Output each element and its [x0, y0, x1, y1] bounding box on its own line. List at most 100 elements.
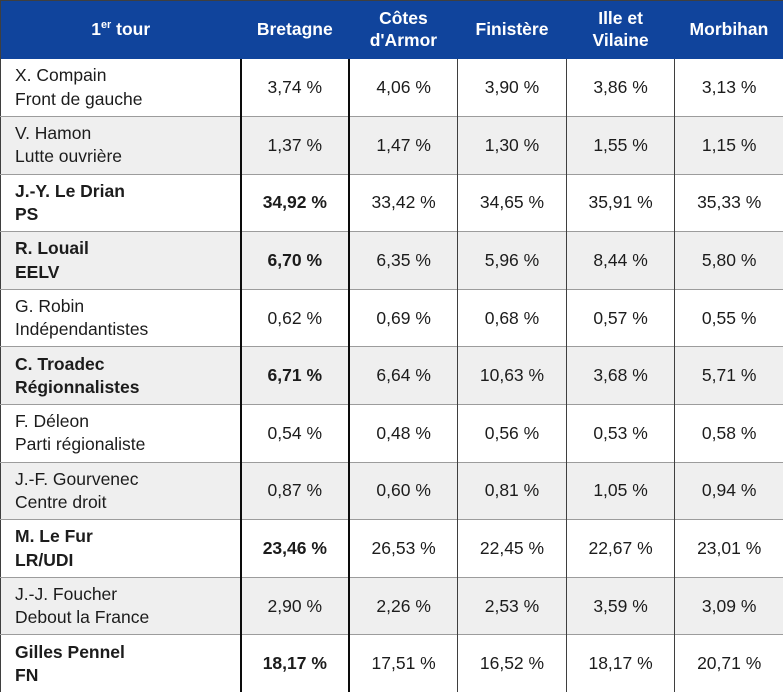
value-cell: 16,52 % — [457, 634, 567, 692]
table-row: C. Troadec Régionnalistes 6,71 % 6,64 % … — [0, 346, 783, 405]
candidate-party: FN — [15, 664, 39, 685]
candidate-cell: M. Le Fur LR/UDI — [0, 519, 241, 578]
candidate-name: R. Louail — [15, 238, 89, 259]
value-cell: 26,53 % — [348, 519, 458, 578]
table-row: J.-J. Foucher Debout la France 2,90 % 2,… — [0, 576, 783, 635]
table-row: R. Louail EELV 6,70 % 6,35 % 5,96 % 8,44… — [0, 231, 783, 290]
value-cell: 18,17 % — [565, 634, 675, 692]
value-cell: 17,51 % — [348, 634, 458, 692]
candidate-name: J.-Y. Le Drian — [15, 180, 125, 201]
candidate-cell: J.-J. Foucher Debout la France — [0, 576, 241, 635]
value-cell: 3,09 % — [674, 576, 783, 635]
value-cell: 5,80 % — [674, 231, 783, 290]
value-cell: 3,13 % — [674, 59, 783, 117]
candidate-party: PS — [15, 203, 39, 224]
value-cell-bretagne: 34,92 % — [239, 173, 351, 232]
candidate-party: Lutte ouvrière — [15, 146, 123, 167]
value-cell: 6,64 % — [348, 346, 458, 405]
table-row: G. Robin Indépendantistes 0,62 % 0,69 % … — [0, 288, 783, 347]
value-cell: 0,81 % — [457, 461, 567, 520]
value-cell: 22,67 % — [565, 519, 675, 578]
value-cell: 2,26 % — [348, 576, 458, 635]
round-word: tour — [111, 19, 151, 40]
value-cell: 0,69 % — [348, 288, 458, 347]
candidate-party: Parti régionaliste — [15, 434, 146, 455]
value-cell: 33,42 % — [348, 173, 458, 232]
value-cell-bretagne: 0,87 % — [239, 461, 351, 520]
candidate-name: J.-F. Gourvenec — [15, 468, 139, 489]
value-cell-bretagne: 0,62 % — [239, 288, 351, 347]
candidate-party: LR/UDI — [15, 549, 74, 570]
value-cell: 0,60 % — [348, 461, 458, 520]
column-header-ille-et-vilaine: Ille et Vilaine — [566, 0, 675, 59]
table-row: V. Hamon Lutte ouvrière 1,37 % 1,47 % 1,… — [0, 116, 783, 175]
value-cell-bretagne: 6,70 % — [239, 231, 351, 290]
candidate-name: F. Déleon — [15, 411, 89, 432]
candidate-name: V. Hamon — [15, 123, 92, 144]
value-cell: 1,47 % — [348, 116, 458, 175]
value-cell: 0,55 % — [674, 288, 783, 347]
value-cell-bretagne: 2,90 % — [239, 576, 351, 635]
value-cell: 1,05 % — [565, 461, 675, 520]
candidate-party: EELV — [15, 261, 60, 282]
candidate-cell: F. Déleon Parti régionaliste — [0, 404, 241, 463]
value-cell: 0,58 % — [674, 404, 783, 463]
value-cell: 8,44 % — [565, 231, 675, 290]
value-cell: 10,63 % — [457, 346, 567, 405]
value-cell: 4,06 % — [348, 59, 458, 117]
value-cell: 1,55 % — [565, 116, 675, 175]
value-cell: 0,94 % — [674, 461, 783, 520]
candidate-name: Gilles Pennel — [15, 641, 125, 662]
table-row: Gilles Pennel FN 18,17 % 17,51 % 16,52 %… — [0, 634, 783, 692]
column-header-cotes-darmor: Côtes d'Armor — [349, 0, 458, 59]
candidate-party: Debout la France — [15, 607, 150, 628]
corner-header-round-label: 1er tour — [0, 0, 241, 59]
value-cell: 0,57 % — [565, 288, 675, 347]
value-cell-bretagne: 6,71 % — [239, 346, 351, 405]
value-cell: 23,01 % — [674, 519, 783, 578]
value-cell: 0,68 % — [457, 288, 567, 347]
column-header-finistere: Finistère — [457, 0, 567, 59]
candidate-cell: J.-F. Gourvenec Centre droit — [0, 461, 241, 520]
value-cell-bretagne: 18,17 % — [239, 634, 351, 692]
value-cell-bretagne: 0,54 % — [239, 404, 351, 463]
value-cell: 3,86 % — [565, 59, 675, 117]
candidate-name: M. Le Fur — [15, 526, 93, 547]
candidate-party: Centre droit — [15, 491, 107, 512]
table-row: J.-Y. Le Drian PS 34,92 % 33,42 % 34,65 … — [0, 173, 783, 232]
value-cell: 0,53 % — [565, 404, 675, 463]
candidate-name: J.-J. Foucher — [15, 584, 118, 605]
column-header-morbihan: Morbihan — [674, 0, 783, 59]
value-cell: 20,71 % — [674, 634, 783, 692]
value-cell: 0,48 % — [348, 404, 458, 463]
value-cell: 5,96 % — [457, 231, 567, 290]
candidate-party: Front de gauche — [15, 88, 143, 109]
candidate-cell: J.-Y. Le Drian PS — [0, 173, 241, 232]
table-row: J.-F. Gourvenec Centre droit 0,87 % 0,60… — [0, 461, 783, 520]
table-row: M. Le Fur LR/UDI 23,46 % 26,53 % 22,45 %… — [0, 519, 783, 578]
value-cell: 34,65 % — [457, 173, 567, 232]
value-cell: 22,45 % — [457, 519, 567, 578]
value-cell: 35,33 % — [674, 173, 783, 232]
round-number: 1 — [91, 19, 102, 40]
value-cell: 5,71 % — [674, 346, 783, 405]
value-cell-bretagne: 1,37 % — [239, 116, 351, 175]
candidate-cell: G. Robin Indépendantistes — [0, 288, 241, 347]
value-cell-bretagne: 23,46 % — [239, 519, 351, 578]
value-cell-bretagne: 3,74 % — [239, 59, 351, 117]
candidate-party: Indépendantistes — [15, 319, 149, 340]
candidate-cell: R. Louail EELV — [0, 231, 241, 290]
value-cell: 1,30 % — [457, 116, 567, 175]
value-cell: 3,90 % — [457, 59, 567, 117]
candidate-cell: X. Compain Front de gauche — [1, 59, 241, 117]
value-cell: 6,35 % — [348, 231, 458, 290]
header-row: 1er tour Bretagne Côtes d'Armor Finistèr… — [0, 0, 783, 59]
table-row: F. Déleon Parti régionaliste 0,54 % 0,48… — [0, 404, 783, 463]
value-cell: 1,15 % — [674, 116, 783, 175]
candidate-name: G. Robin — [15, 296, 85, 317]
column-header-bretagne: Bretagne — [240, 0, 350, 59]
value-cell: 35,91 % — [565, 173, 675, 232]
round-ordinal-suffix: er — [101, 19, 112, 32]
